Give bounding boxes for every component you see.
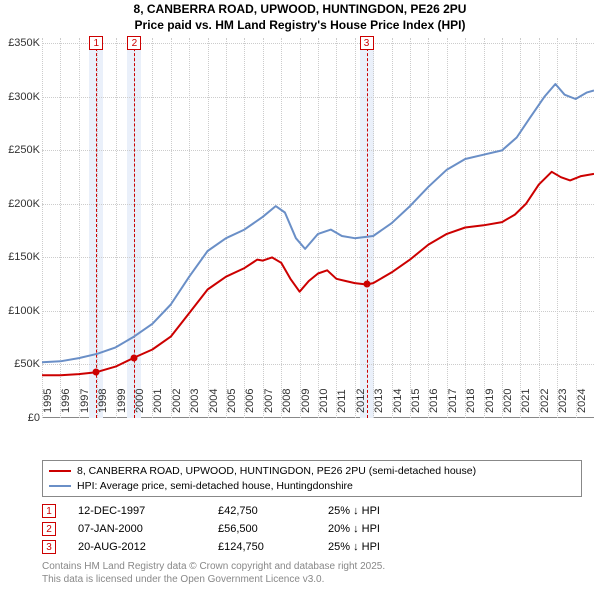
y-tick-label: £200K (0, 198, 40, 210)
legend-item-price-paid: 8, CANBERRA ROAD, UPWOOD, HUNTINGDON, PE… (49, 464, 575, 479)
sales-row: 1 12-DEC-1997 £42,750 25% ↓ HPI (42, 502, 380, 520)
y-tick-label: £50K (0, 358, 40, 370)
sale-dot (93, 369, 100, 376)
x-tick-label: 2003 (189, 389, 201, 413)
sale-diff: 25% ↓ HPI (328, 505, 380, 517)
sale-diff: 25% ↓ HPI (328, 541, 380, 553)
x-tick-label: 2004 (208, 389, 220, 413)
sales-table: 1 12-DEC-1997 £42,750 25% ↓ HPI 2 07-JAN… (42, 502, 380, 556)
y-tick-label: £300K (0, 91, 40, 103)
sales-row: 2 07-JAN-2000 £56,500 20% ↓ HPI (42, 520, 380, 538)
chart-container: 8, CANBERRA ROAD, UPWOOD, HUNTINGDON, PE… (0, 0, 600, 590)
legend-label: 8, CANBERRA ROAD, UPWOOD, HUNTINGDON, PE… (77, 464, 476, 479)
legend-item-hpi: HPI: Average price, semi-detached house,… (49, 479, 575, 494)
x-tick-label: 2017 (447, 389, 459, 413)
footer: Contains HM Land Registry data © Crown c… (42, 561, 385, 586)
footer-line-1: Contains HM Land Registry data © Crown c… (42, 561, 385, 574)
sale-price: £124,750 (218, 541, 328, 553)
x-tick-label: 2022 (539, 389, 551, 413)
sale-marker-badge: 3 (360, 36, 374, 50)
x-tick-label: 2021 (520, 389, 532, 413)
x-tick-label: 2010 (318, 389, 330, 413)
y-tick-label: £350K (0, 37, 40, 49)
x-tick-label: 2005 (226, 389, 238, 413)
plot-region: £0£50K£100K£150K£200K£250K£300K£350K1995… (42, 38, 594, 418)
x-tick-label: 2009 (300, 389, 312, 413)
x-tick-label: 1998 (97, 389, 109, 413)
y-tick-label: £150K (0, 251, 40, 263)
x-tick-label: 2020 (502, 389, 514, 413)
x-tick-label: 2012 (355, 389, 367, 413)
title-line-2: Price paid vs. HM Land Registry's House … (0, 18, 600, 34)
line-canvas (42, 38, 594, 418)
y-tick-label: £100K (0, 305, 40, 317)
x-tick-label: 2016 (428, 389, 440, 413)
sale-date: 12-DEC-1997 (78, 505, 218, 517)
legend-swatch (49, 485, 71, 487)
x-tick-label: 2018 (465, 389, 477, 413)
x-tick-label: 2014 (392, 389, 404, 413)
series-line-hpi (42, 84, 594, 362)
x-tick-label: 2015 (410, 389, 422, 413)
x-tick-label: 2007 (263, 389, 275, 413)
x-tick-label: 2000 (134, 389, 146, 413)
y-tick-label: £0 (0, 412, 40, 424)
x-tick-label: 2001 (152, 389, 164, 413)
x-tick-label: 2013 (373, 389, 385, 413)
x-tick-label: 2008 (281, 389, 293, 413)
sale-dot (131, 354, 138, 361)
sale-date: 07-JAN-2000 (78, 523, 218, 535)
x-tick-label: 2019 (484, 389, 496, 413)
sale-marker-badge: 2 (127, 36, 141, 50)
title-line-1: 8, CANBERRA ROAD, UPWOOD, HUNTINGDON, PE… (0, 2, 600, 18)
title-block: 8, CANBERRA ROAD, UPWOOD, HUNTINGDON, PE… (0, 0, 600, 33)
sale-price: £42,750 (218, 505, 328, 517)
legend: 8, CANBERRA ROAD, UPWOOD, HUNTINGDON, PE… (42, 460, 582, 497)
sale-price: £56,500 (218, 523, 328, 535)
x-tick-label: 1999 (116, 389, 128, 413)
sale-diff: 20% ↓ HPI (328, 523, 380, 535)
x-tick-label: 2011 (336, 389, 348, 413)
sale-badge: 1 (42, 504, 56, 518)
legend-label: HPI: Average price, semi-detached house,… (77, 479, 353, 494)
x-tick-label: 2023 (557, 389, 569, 413)
series-line-price_paid (42, 172, 594, 375)
sales-row: 3 20-AUG-2012 £124,750 25% ↓ HPI (42, 538, 380, 556)
x-tick-label: 2024 (576, 389, 588, 413)
x-tick-label: 1995 (42, 389, 54, 413)
x-tick-label: 1997 (79, 389, 91, 413)
sale-date: 20-AUG-2012 (78, 541, 218, 553)
sale-badge: 2 (42, 522, 56, 536)
sale-marker-badge: 1 (89, 36, 103, 50)
chart-area: £0£50K£100K£150K£200K£250K£300K£350K1995… (42, 38, 594, 418)
y-tick-label: £250K (0, 144, 40, 156)
x-tick-label: 2006 (244, 389, 256, 413)
sale-badge: 3 (42, 540, 56, 554)
sale-dot (363, 281, 370, 288)
legend-swatch (49, 470, 71, 472)
footer-line-2: This data is licensed under the Open Gov… (42, 574, 385, 587)
x-tick-label: 2002 (171, 389, 183, 413)
x-tick-label: 1996 (60, 389, 72, 413)
